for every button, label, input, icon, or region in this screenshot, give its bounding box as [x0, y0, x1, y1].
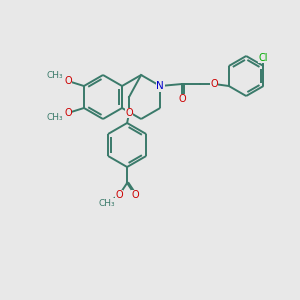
Text: O: O — [64, 108, 72, 118]
Text: CH₃: CH₃ — [46, 113, 63, 122]
Text: N: N — [156, 81, 164, 91]
Text: O: O — [131, 190, 139, 200]
Text: O: O — [64, 76, 72, 86]
Text: O: O — [115, 190, 123, 200]
Text: Cl: Cl — [259, 53, 268, 63]
Text: O: O — [178, 94, 186, 104]
Text: O: O — [125, 108, 133, 118]
Text: CH₃: CH₃ — [99, 199, 116, 208]
Text: CH₃: CH₃ — [46, 71, 63, 80]
Text: O: O — [210, 79, 218, 89]
